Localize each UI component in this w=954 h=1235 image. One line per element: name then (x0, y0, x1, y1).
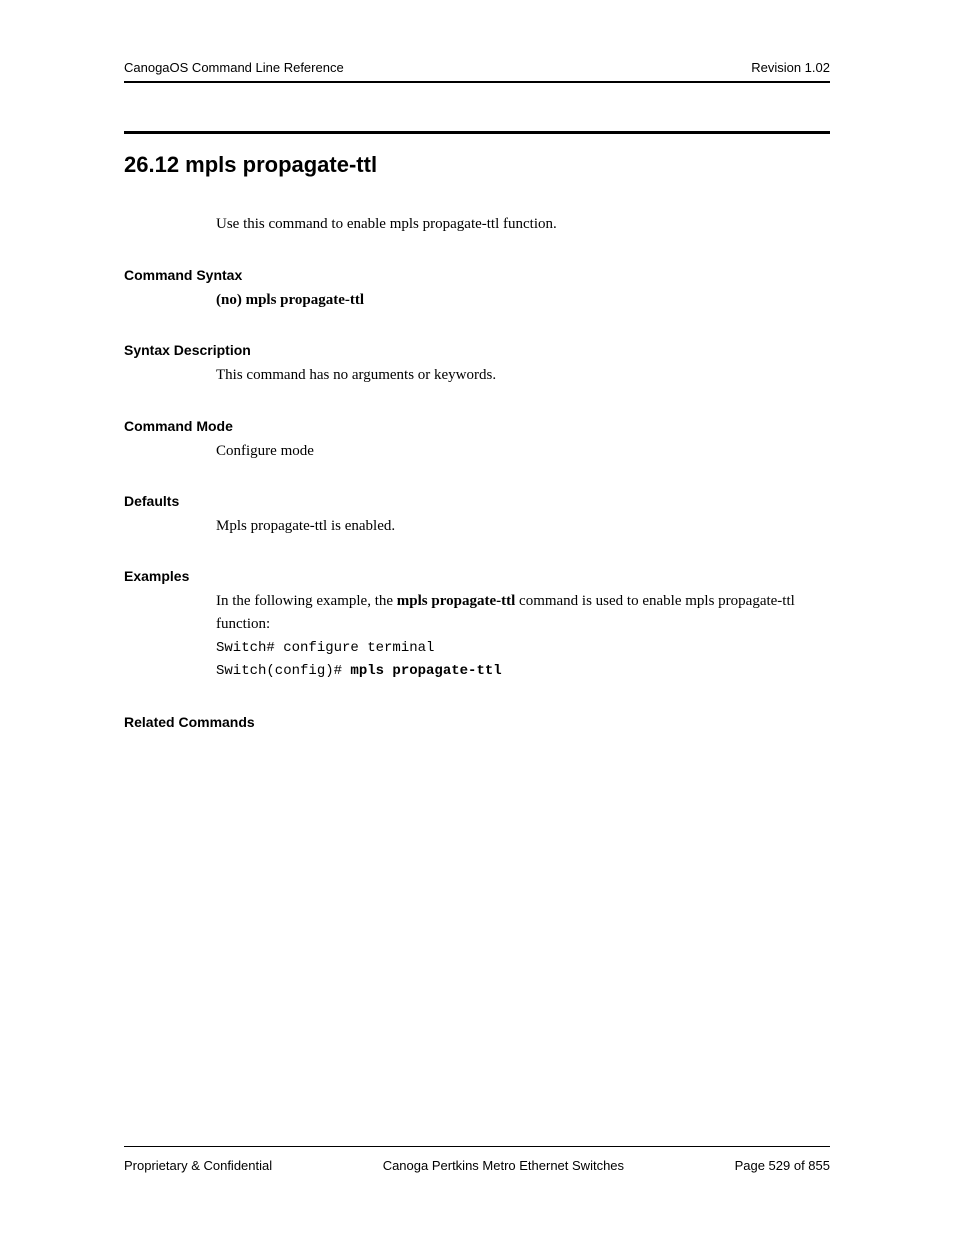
footer-rule (124, 1146, 830, 1147)
section-title: 26.12 mpls propagate-ttl (124, 152, 830, 178)
examples-lead-cmd: mpls propagate-ttl (397, 593, 515, 609)
code-line-1: Switch# configure terminal (216, 640, 434, 656)
footer-center: Canoga Pertkins Metro Ethernet Switches (383, 1158, 624, 1173)
command-mode-block: Command Mode Configure mode (124, 418, 830, 463)
page-footer: Proprietary & Confidential Canoga Pertki… (124, 1158, 830, 1173)
header-right: Revision 1.02 (751, 60, 830, 75)
page-header: CanogaOS Command Line Reference Revision… (124, 60, 830, 83)
code-line-2-prompt: Switch(config)# (216, 663, 350, 679)
related-commands-block: Related Commands (124, 714, 830, 730)
syntax-description-heading: Syntax Description (124, 342, 830, 358)
page: CanogaOS Command Line Reference Revision… (0, 0, 954, 1235)
related-commands-heading: Related Commands (124, 714, 830, 730)
examples-block: Examples In the following example, the m… (124, 568, 830, 684)
examples-heading: Examples (124, 568, 830, 584)
intro-text: Use this command to enable mpls propagat… (216, 216, 830, 233)
header-left: CanogaOS Command Line Reference (124, 60, 344, 75)
examples-code: Switch# configure terminal Switch(config… (216, 637, 830, 685)
examples-lead: In the following example, the mpls propa… (216, 590, 830, 637)
syntax-description-block: Syntax Description This command has no a… (124, 342, 830, 387)
code-line-2-cmd: mpls propagate-ttl (350, 663, 501, 679)
syntax-description-body: This command has no arguments or keyword… (216, 364, 830, 387)
defaults-body: Mpls propagate-ttl is enabled. (216, 515, 830, 538)
footer-left: Proprietary & Confidential (124, 1158, 272, 1173)
command-syntax-body: (no) mpls propagate-ttl (216, 292, 364, 308)
title-rule (124, 131, 830, 134)
examples-lead-pre: In the following example, the (216, 593, 397, 609)
defaults-heading: Defaults (124, 493, 830, 509)
defaults-block: Defaults Mpls propagate-ttl is enabled. (124, 493, 830, 538)
command-syntax-block: Command Syntax (no) mpls propagate-ttl (124, 267, 830, 312)
command-mode-heading: Command Mode (124, 418, 830, 434)
command-mode-body: Configure mode (216, 440, 830, 463)
footer-right: Page 529 of 855 (735, 1158, 830, 1173)
command-syntax-heading: Command Syntax (124, 267, 830, 283)
